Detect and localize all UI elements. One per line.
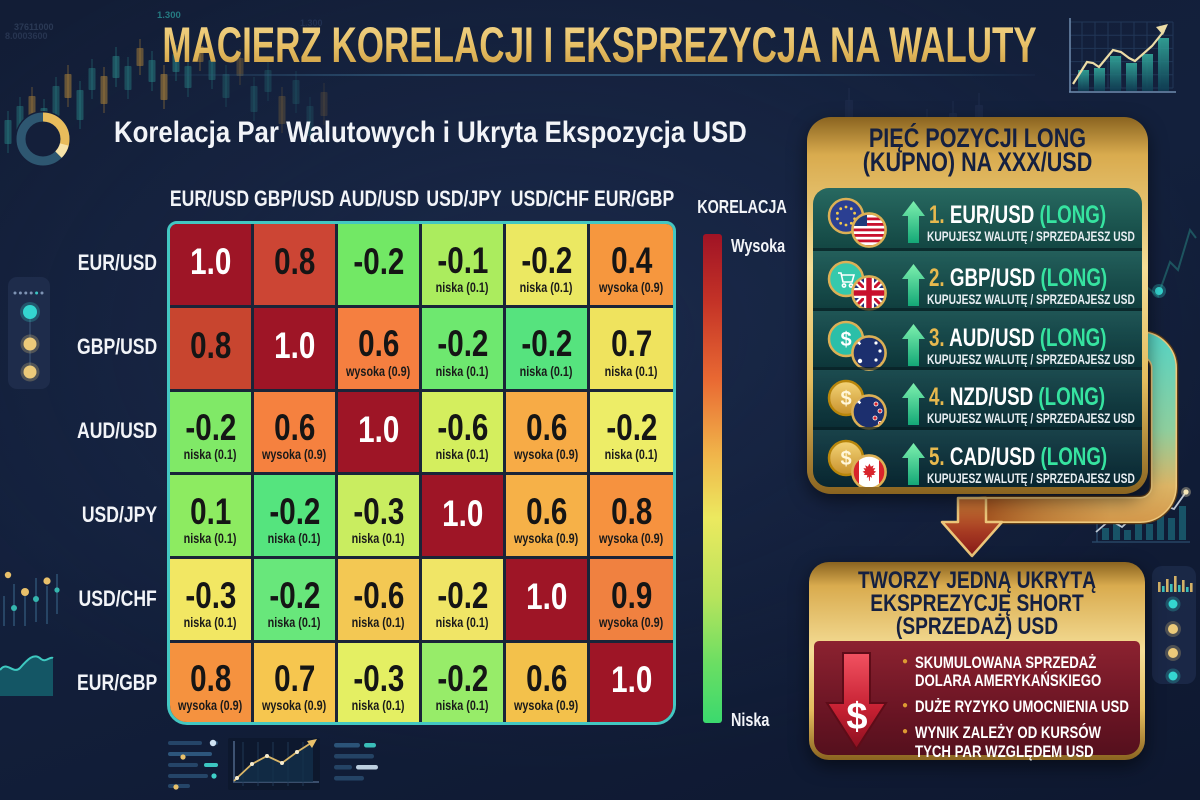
svg-text:$: $	[840, 329, 851, 351]
svg-text:1.300: 1.300	[157, 10, 181, 21]
svg-text:37611000: 37611000	[14, 22, 54, 32]
svg-text:$: $	[846, 696, 867, 738]
svg-text:8.0003600: 8.0003600	[5, 31, 48, 41]
svg-text:$: $	[840, 388, 851, 410]
svg-text:$: $	[840, 448, 851, 470]
svg-text:1.300: 1.300	[300, 18, 323, 28]
